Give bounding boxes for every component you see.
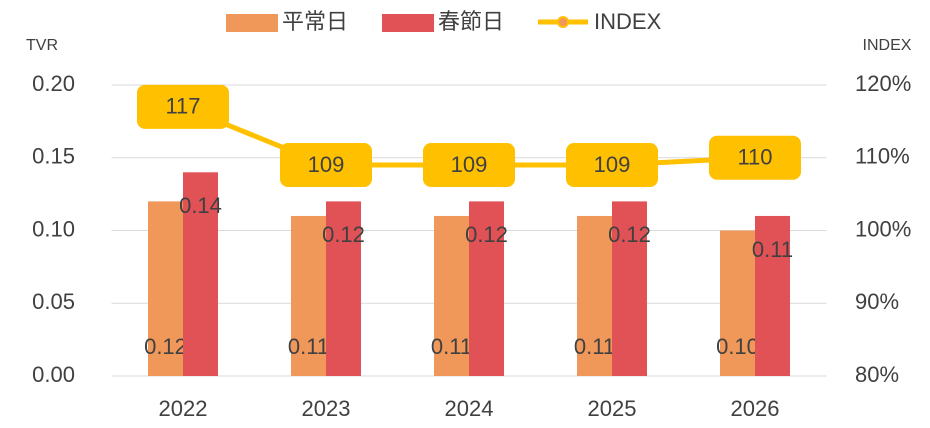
y-tick-label: 0.00 — [32, 362, 75, 387]
data-label: 0.11 — [574, 334, 615, 359]
x-tick-label: 2023 — [302, 396, 351, 421]
bar — [291, 215, 326, 376]
bar — [434, 215, 469, 376]
data-label: 0.11 — [288, 334, 329, 359]
bar — [183, 172, 218, 376]
legend-label: INDEX — [594, 9, 662, 34]
data-label: 0.11 — [431, 334, 472, 359]
data-label: 0.14 — [179, 193, 222, 218]
legend-label: 春節日 — [438, 9, 504, 34]
y2-tick-label: 120% — [855, 71, 911, 96]
legend-label: 平常日 — [282, 9, 348, 34]
data-label: 0.12 — [322, 222, 365, 247]
y-tick-label: 0.10 — [32, 216, 75, 241]
data-label: 0.10 — [716, 334, 759, 359]
x-tick-label: 2024 — [445, 396, 494, 421]
x-tick-label: 2026 — [731, 396, 780, 421]
y-tick-label: 0.05 — [32, 289, 75, 314]
bar — [612, 201, 647, 376]
x-tick-label: 2022 — [159, 396, 208, 421]
data-label: 109 — [308, 152, 345, 177]
y2-tick-label: 80% — [855, 362, 899, 387]
y2-axis-title: INDEX — [863, 37, 912, 54]
data-label: 0.12 — [465, 222, 508, 247]
data-label-box — [566, 143, 658, 188]
y2-tick-label: 110% — [855, 144, 910, 169]
data-label-box — [709, 135, 801, 180]
data-label: 0.12 — [144, 334, 187, 359]
data-label-box — [137, 84, 229, 129]
data-label: 0.12 — [608, 222, 651, 247]
data-label: 110 — [737, 145, 772, 170]
bar — [469, 201, 504, 376]
data-label: 0.11 — [752, 237, 793, 262]
bar — [326, 201, 361, 376]
legend-swatch — [226, 14, 278, 32]
legend-swatch — [382, 14, 435, 32]
y-axis-title: TVR — [26, 37, 58, 54]
data-label: 117 — [165, 94, 200, 119]
data-label-box — [423, 143, 515, 188]
y-tick-label: 0.15 — [32, 144, 75, 169]
legend-marker — [557, 16, 570, 28]
y2-tick-label: 100% — [855, 216, 911, 241]
x-tick-label: 2025 — [588, 396, 637, 421]
data-label: 109 — [594, 152, 631, 177]
bar — [577, 215, 612, 376]
data-label: 109 — [451, 152, 488, 177]
data-label-box — [280, 143, 372, 188]
bar — [720, 230, 755, 376]
y-tick-label: 0.20 — [32, 71, 75, 96]
bar — [755, 215, 790, 376]
y2-tick-label: 90% — [855, 289, 899, 314]
bar — [148, 201, 183, 376]
